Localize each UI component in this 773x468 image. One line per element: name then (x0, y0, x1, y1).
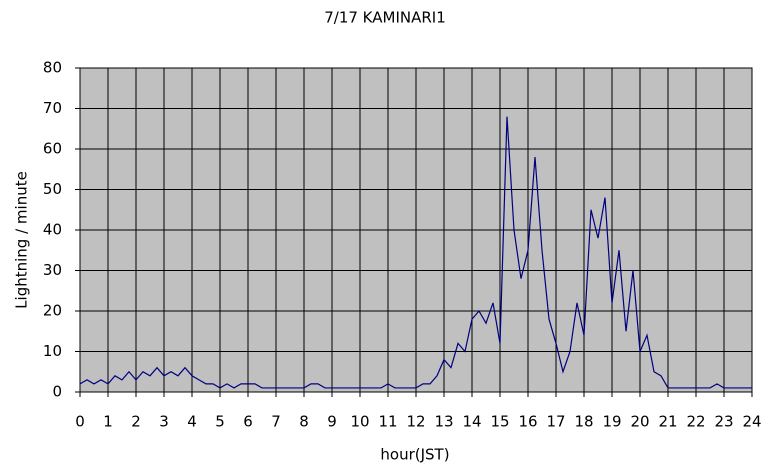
x-tick-label: 13 (434, 413, 453, 431)
y-tick-label: 80 (43, 59, 62, 77)
x-axis-label: hour(JST) (380, 446, 449, 464)
x-tick-label: 14 (462, 413, 481, 431)
x-tick-label: 7 (271, 413, 281, 431)
x-tick-label: 12 (406, 413, 425, 431)
x-tick-label: 19 (602, 413, 621, 431)
x-tick-label: 16 (518, 413, 537, 431)
chart-title: 7/17 KAMINARI1 (324, 9, 446, 27)
x-tick-label: 8 (299, 413, 309, 431)
x-tick-label: 9 (327, 413, 337, 431)
x-tick-label: 10 (350, 413, 369, 431)
y-tick-label: 0 (52, 383, 62, 401)
x-tick-label: 21 (658, 413, 677, 431)
y-tick-label: 50 (43, 180, 62, 198)
x-tick-label: 18 (574, 413, 593, 431)
x-tick-label: 0 (75, 413, 85, 431)
x-tick-label: 3 (159, 413, 169, 431)
data-line (79, 116, 752, 389)
x-tick-label: 20 (630, 413, 649, 431)
x-tick-label: 22 (686, 413, 705, 431)
y-tick-label: 70 (43, 99, 62, 117)
x-tick-label: 17 (546, 413, 565, 431)
x-tick-label: 4 (187, 413, 197, 431)
y-tick-label: 40 (43, 221, 62, 239)
x-tick-label: 23 (714, 413, 733, 431)
x-tick-label: 1 (103, 413, 113, 431)
x-tick-label: 6 (243, 413, 253, 431)
x-tick-label: 2 (131, 413, 141, 431)
x-tick-label: 15 (490, 413, 509, 431)
x-tick-label: 11 (378, 413, 397, 431)
y-axis-label: Lightning / minute (13, 171, 31, 309)
x-tick-label: 24 (742, 413, 761, 431)
y-tick-label: 60 (43, 140, 62, 158)
y-tick-label: 10 (43, 342, 62, 360)
y-tick-label: 20 (43, 302, 62, 320)
x-tick-label: 5 (215, 413, 225, 431)
y-tick-label: 30 (43, 261, 62, 279)
